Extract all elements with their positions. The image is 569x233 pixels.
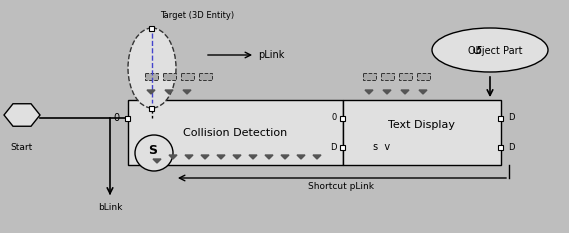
Polygon shape <box>265 155 273 159</box>
Polygon shape <box>153 159 161 163</box>
Text: Text Display: Text Display <box>389 120 456 130</box>
Text: 0: 0 <box>114 113 120 123</box>
Polygon shape <box>233 155 241 159</box>
Ellipse shape <box>135 135 173 171</box>
Polygon shape <box>401 90 409 94</box>
Text: Start: Start <box>11 143 33 152</box>
Bar <box>498 116 504 120</box>
Bar <box>417 73 430 80</box>
Polygon shape <box>249 155 257 159</box>
Bar <box>126 116 130 120</box>
Bar <box>163 73 176 80</box>
Bar <box>399 73 412 80</box>
Polygon shape <box>147 90 155 94</box>
Text: D: D <box>508 113 514 123</box>
Polygon shape <box>281 155 289 159</box>
Bar <box>381 73 394 80</box>
Text: pLink: pLink <box>258 50 284 60</box>
Polygon shape <box>4 104 40 126</box>
Text: bLink: bLink <box>98 203 122 212</box>
Polygon shape <box>201 155 209 159</box>
Bar <box>340 144 345 150</box>
Text: ↺: ↺ <box>472 45 482 58</box>
Bar <box>145 73 158 80</box>
Text: Object Part: Object Part <box>468 46 522 56</box>
Polygon shape <box>419 90 427 94</box>
Text: S: S <box>149 144 158 157</box>
Text: D: D <box>508 143 514 151</box>
Polygon shape <box>383 90 391 94</box>
Polygon shape <box>183 90 191 94</box>
Bar <box>150 106 155 110</box>
Polygon shape <box>217 155 225 159</box>
Bar <box>150 25 155 31</box>
Polygon shape <box>169 155 177 159</box>
Polygon shape <box>365 90 373 94</box>
Text: 0: 0 <box>332 113 337 123</box>
Text: Shortcut pLink: Shortcut pLink <box>308 182 374 191</box>
Bar <box>498 144 504 150</box>
Polygon shape <box>313 155 321 159</box>
Ellipse shape <box>432 28 548 72</box>
Bar <box>128 100 343 165</box>
Text: s  v: s v <box>373 142 390 152</box>
Text: Collision Detection: Collision Detection <box>183 127 287 137</box>
Bar <box>199 73 212 80</box>
Text: Target (3D Entity): Target (3D Entity) <box>160 11 234 20</box>
Ellipse shape <box>128 28 176 108</box>
Polygon shape <box>297 155 305 159</box>
Bar <box>181 73 194 80</box>
Polygon shape <box>165 90 173 94</box>
Text: D: D <box>331 143 337 151</box>
Polygon shape <box>185 155 193 159</box>
Bar <box>340 116 345 120</box>
Bar <box>343 100 501 165</box>
Bar <box>363 73 376 80</box>
